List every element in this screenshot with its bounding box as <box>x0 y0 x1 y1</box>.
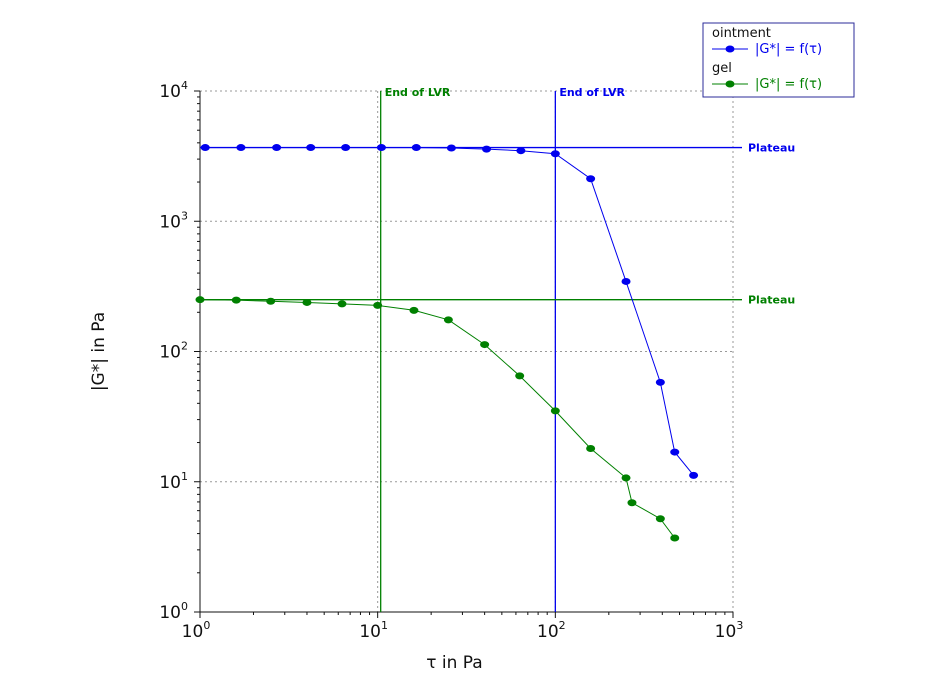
gel-series-line <box>199 299 676 539</box>
ointment-data-point <box>670 448 680 456</box>
gel-data-point <box>266 297 276 305</box>
ointment-data-point <box>446 144 456 152</box>
x-tick-label: 100 <box>182 619 211 642</box>
ointment-data-point <box>200 144 210 152</box>
axes <box>194 90 734 618</box>
tick-labels: 100 101 102 103 100 101 102 103 104 <box>159 79 743 642</box>
x-tick-label: 101 <box>359 619 388 642</box>
plateau-label: Plateau <box>748 294 795 307</box>
ointment-data-point <box>482 145 492 153</box>
legend-swatch-marker <box>725 80 735 88</box>
y-tick-label: 100 <box>159 600 188 623</box>
gel-data-point <box>373 301 383 309</box>
legend-swatch-marker <box>725 45 735 53</box>
plot-area <box>195 144 699 542</box>
gel-data-point <box>443 316 453 324</box>
gel-data-point <box>627 499 637 507</box>
ointment-data-point <box>376 144 386 152</box>
gel-data-point <box>302 298 312 306</box>
gel-data-point <box>195 296 205 304</box>
gel-data-point <box>231 296 241 304</box>
gel-data-point <box>621 474 631 482</box>
gel-data-point <box>670 534 680 542</box>
ointment-data-point <box>621 277 631 285</box>
legend: ointment|G*| = f(τ)gel|G*| = f(τ) <box>702 22 855 98</box>
ointment-data-point <box>236 144 246 152</box>
y-tick-label: 102 <box>159 340 188 363</box>
reference-lines: End of LVR End of LVR Plateau Plateau <box>200 86 795 612</box>
plateau-label: Plateau <box>748 142 795 155</box>
lvr-label: End of LVR <box>385 86 451 99</box>
gel-data-point <box>409 306 419 314</box>
ointment-data-point <box>655 378 665 386</box>
ointment-data-point <box>586 175 596 183</box>
ointment-data-point <box>272 144 282 152</box>
ointment-data-point <box>411 144 421 152</box>
y-axis-label: |G*| in Pa <box>89 312 109 391</box>
gel-data-point <box>515 372 525 380</box>
x-axis-label: τ in Pa <box>426 653 482 673</box>
x-tick-label: 103 <box>715 619 744 642</box>
gel-data-point <box>480 341 490 349</box>
ointment-data-point <box>550 150 560 158</box>
legend-series-label: |G*| = f(τ) <box>755 77 822 92</box>
grid <box>200 90 734 612</box>
legend-group-label: ointment <box>712 26 771 41</box>
ointment-data-point <box>341 144 351 152</box>
y-tick-label: 101 <box>159 470 188 493</box>
gel-data-point <box>655 515 665 523</box>
gel-data-point <box>586 445 596 453</box>
legend-group-label: gel <box>712 61 732 76</box>
lvr-label: End of LVR <box>559 86 625 99</box>
gel-data-point <box>550 407 560 415</box>
ointment-data-point <box>689 471 699 479</box>
ointment-series-line <box>205 147 694 476</box>
gel-data-point <box>337 300 347 308</box>
y-tick-label: 103 <box>159 209 188 232</box>
y-tick-label: 104 <box>159 79 188 102</box>
legend-series-label: |G*| = f(τ) <box>755 42 822 57</box>
ointment-data-point <box>516 147 526 155</box>
x-tick-label: 102 <box>537 619 566 642</box>
ointment-data-point <box>306 144 316 152</box>
